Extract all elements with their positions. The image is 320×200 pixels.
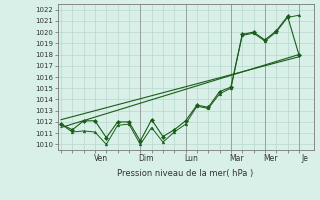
Text: Mer: Mer bbox=[263, 154, 278, 163]
Text: Ven: Ven bbox=[93, 154, 108, 163]
Text: Dim: Dim bbox=[138, 154, 154, 163]
Text: Mar: Mar bbox=[229, 154, 244, 163]
Text: Je: Je bbox=[301, 154, 308, 163]
X-axis label: Pression niveau de la mer( hPa ): Pression niveau de la mer( hPa ) bbox=[117, 169, 254, 178]
Text: Lun: Lun bbox=[184, 154, 198, 163]
